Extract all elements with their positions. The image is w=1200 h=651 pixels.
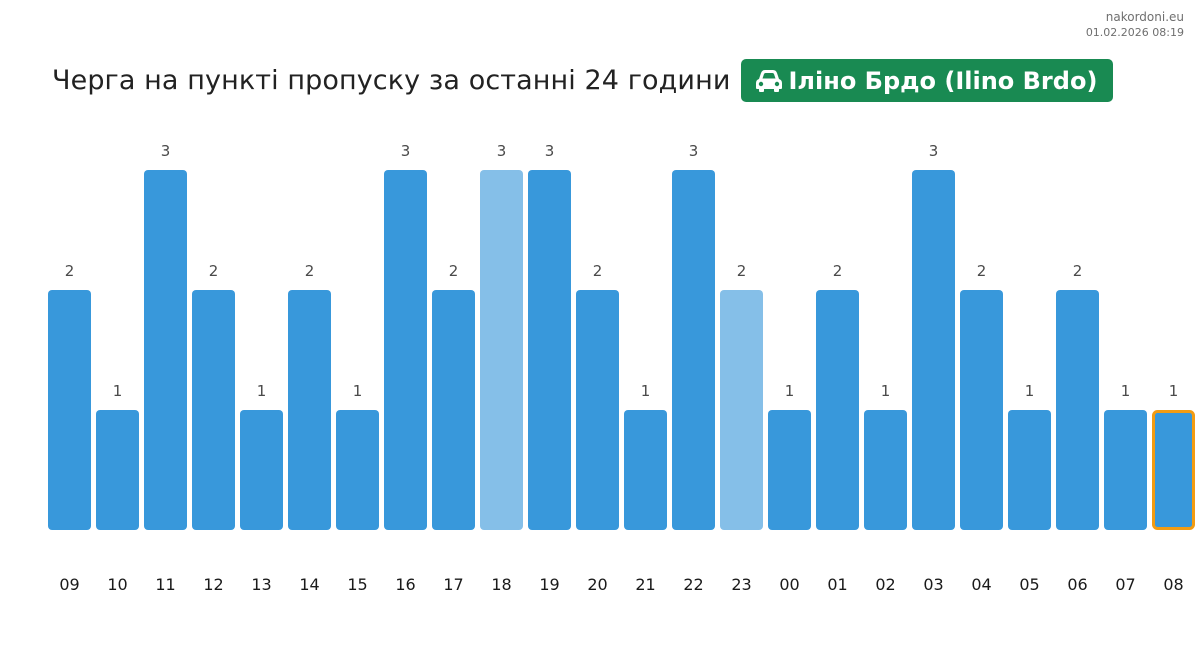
tick-label-17: 17: [443, 575, 463, 594]
value-label-18: 3: [497, 142, 507, 160]
bar-04: [960, 290, 1003, 530]
value-label-21: 1: [641, 382, 651, 400]
tick-label-23: 23: [731, 575, 751, 594]
value-label-13: 1: [257, 382, 267, 400]
tick-label-08: 08: [1163, 575, 1183, 594]
value-label-09: 2: [65, 262, 75, 280]
tick-label-04: 04: [971, 575, 991, 594]
value-label-22: 3: [689, 142, 699, 160]
value-label-01: 2: [833, 262, 843, 280]
value-label-11: 3: [161, 142, 171, 160]
bar-10: [96, 410, 139, 530]
value-label-02: 1: [881, 382, 891, 400]
tick-label-22: 22: [683, 575, 703, 594]
bar-00: [768, 410, 811, 530]
watermark: nakordoni.eu 01.02.2026 08:19: [1086, 9, 1184, 41]
bar-18: [480, 170, 523, 530]
tick-label-15: 15: [347, 575, 367, 594]
tick-label-21: 21: [635, 575, 655, 594]
bar-23: [720, 290, 763, 530]
bar-08: [1152, 410, 1195, 530]
bar-07: [1104, 410, 1147, 530]
bar-01: [816, 290, 859, 530]
watermark-timestamp: 01.02.2026 08:19: [1085, 26, 1184, 39]
value-label-23: 2: [737, 262, 747, 280]
bar-20: [576, 290, 619, 530]
tick-label-12: 12: [203, 575, 223, 594]
tick-label-00: 00: [779, 575, 799, 594]
bar-05: [1008, 410, 1051, 530]
tick-label-13: 13: [251, 575, 271, 594]
checkpoint-badge: Іліно Брдо (Ilino Brdo): [740, 59, 1114, 102]
tick-label-06: 06: [1067, 575, 1087, 594]
tick-label-11: 11: [155, 575, 175, 594]
value-label-19: 3: [545, 142, 555, 160]
value-label-07: 1: [1121, 382, 1131, 400]
value-label-17: 2: [449, 262, 459, 280]
tick-label-07: 07: [1115, 575, 1135, 594]
tick-label-02: 02: [875, 575, 895, 594]
bar-02: [864, 410, 907, 530]
tick-label-03: 03: [923, 575, 943, 594]
bar-21: [624, 410, 667, 530]
tick-label-01: 01: [827, 575, 847, 594]
title-row: Черга на пункті пропуску за останні 24 г…: [52, 59, 1114, 102]
car-icon: [755, 69, 783, 93]
watermark-site: nakordoni.eu: [1105, 10, 1184, 24]
bar-09: [48, 290, 91, 530]
tick-label-20: 20: [587, 575, 607, 594]
bar-13: [240, 410, 283, 530]
value-label-06: 2: [1073, 262, 1083, 280]
tick-label-19: 19: [539, 575, 559, 594]
bar-03: [912, 170, 955, 530]
value-label-00: 1: [785, 382, 795, 400]
value-label-14: 2: [305, 262, 315, 280]
tick-label-09: 09: [59, 575, 79, 594]
checkpoint-name: Іліно Брдо (Ilino Brdo): [788, 66, 1098, 95]
tick-label-14: 14: [299, 575, 319, 594]
bar-14: [288, 290, 331, 530]
value-label-08: 1: [1169, 382, 1179, 400]
value-label-10: 1: [113, 382, 123, 400]
tick-label-18: 18: [491, 575, 511, 594]
bar-22: [672, 170, 715, 530]
bar-15: [336, 410, 379, 530]
bar-16: [384, 170, 427, 530]
tick-label-05: 05: [1019, 575, 1039, 594]
value-label-03: 3: [929, 142, 939, 160]
value-label-04: 2: [977, 262, 987, 280]
bar-06: [1056, 290, 1099, 530]
bar-12: [192, 290, 235, 530]
tick-label-10: 10: [107, 575, 127, 594]
bar-19: [528, 170, 571, 530]
value-label-20: 2: [593, 262, 603, 280]
value-label-15: 1: [353, 382, 363, 400]
value-label-12: 2: [209, 262, 219, 280]
value-label-05: 1: [1025, 382, 1035, 400]
chart-title: Черга на пункті пропуску за останні 24 г…: [52, 65, 731, 96]
tick-label-16: 16: [395, 575, 415, 594]
value-label-16: 3: [401, 142, 411, 160]
bar-17: [432, 290, 475, 530]
bar-11: [144, 170, 187, 530]
